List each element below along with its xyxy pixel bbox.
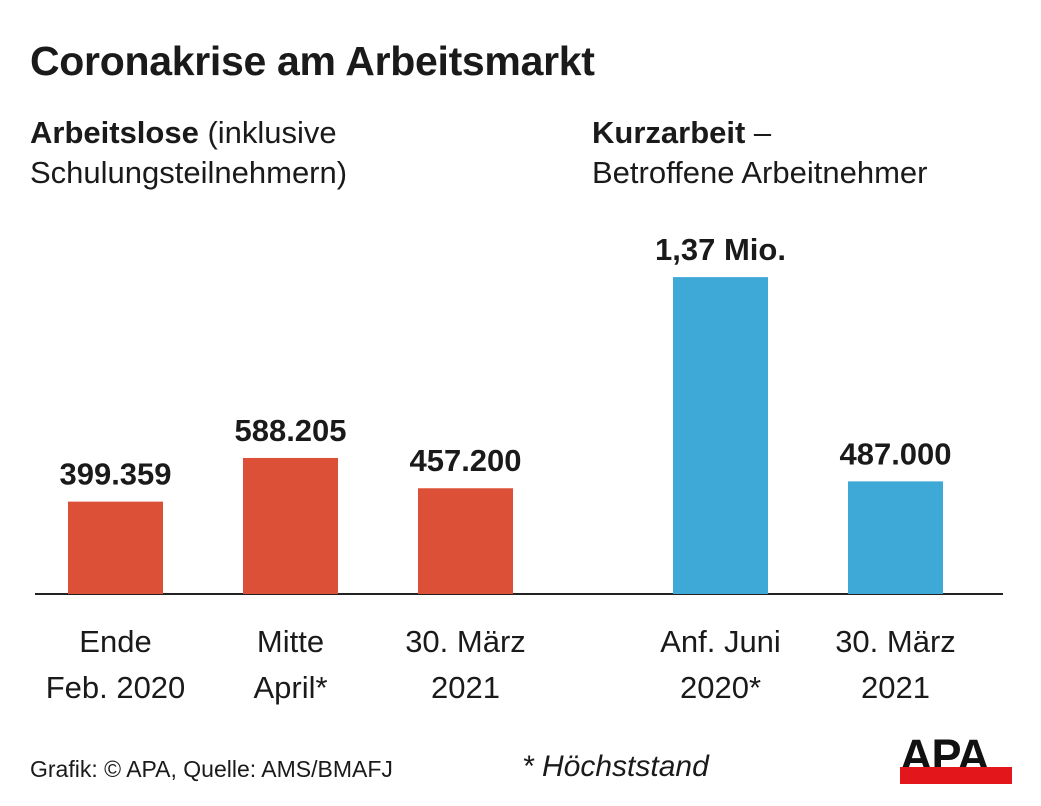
subtitle-rest: – xyxy=(745,115,772,150)
category-label: 2021 xyxy=(861,670,930,705)
category-label: 30. März xyxy=(835,624,956,659)
category-label: Mitte xyxy=(257,624,324,659)
subtitle-line2: Schulungsteilnehmern) xyxy=(30,155,348,190)
category-label: Ende xyxy=(79,624,151,659)
footnote: * Höchststand xyxy=(522,750,709,783)
category-label: April* xyxy=(253,670,327,705)
data-label: 487.000 xyxy=(839,436,951,471)
bar xyxy=(673,277,768,594)
chart-title: Coronakrise am Arbeitsmarkt xyxy=(30,38,595,84)
subtitle-arbeitslose: Arbeitslose (inklusive Schulungsteilnehme… xyxy=(30,113,347,193)
subtitle-bold: Arbeitslose xyxy=(30,115,199,150)
data-label: 588.205 xyxy=(234,413,346,448)
bar xyxy=(243,457,338,594)
source-footer: Grafik: © APA, Quelle: AMS/BMAFJ xyxy=(30,756,393,782)
category-label: Feb. 2020 xyxy=(46,670,186,705)
subtitle-bold: Kurzarbeit xyxy=(592,115,746,150)
bar xyxy=(418,488,513,594)
data-label: 1,37 Mio. xyxy=(655,232,786,267)
subtitle-kurzarbeit: Kurzarbeit – Betroffene Arbeitnehmer xyxy=(592,113,927,193)
bar xyxy=(68,501,163,594)
data-label: 457.200 xyxy=(409,443,521,478)
subtitle-line2: Betroffene Arbeitnehmer xyxy=(592,155,928,190)
category-label: 2021 xyxy=(431,670,500,705)
subtitle-rest: (inklusive xyxy=(198,115,337,150)
category-label: Anf. Juni xyxy=(660,624,781,659)
bar xyxy=(848,481,943,594)
category-label: 30. März xyxy=(405,624,526,659)
data-label: 399.359 xyxy=(59,457,171,492)
apa-logo: APA xyxy=(900,730,1012,784)
category-label: 2020* xyxy=(680,670,761,705)
logo-bar xyxy=(900,767,1012,784)
